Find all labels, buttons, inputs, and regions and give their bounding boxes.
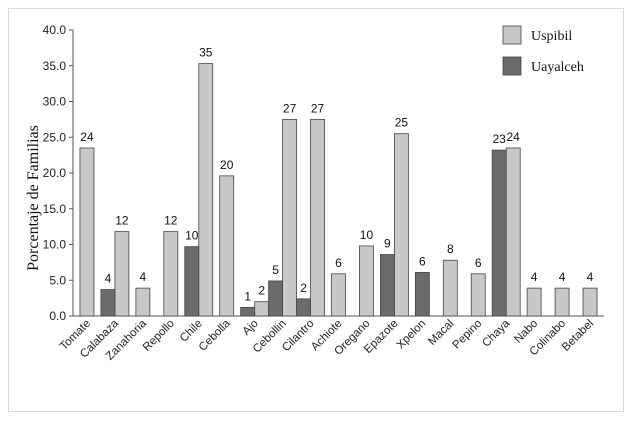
- y-tick-label: 0.0: [49, 309, 66, 323]
- data-label: 5: [272, 263, 279, 277]
- data-label: 25: [395, 116, 409, 130]
- bar-uspibil: [582, 287, 598, 317]
- data-label: 4: [531, 270, 538, 284]
- legend-label: Uspibil: [531, 29, 572, 44]
- bar-uspibil: [442, 259, 458, 317]
- bar-uspibil: [470, 273, 486, 317]
- x-tick-label: Ajo: [241, 318, 261, 338]
- data-label: 6: [335, 256, 342, 270]
- bar-uspibil: [282, 118, 298, 317]
- bar-uayalceh: [379, 254, 395, 317]
- legend-swatch: [502, 25, 522, 45]
- data-label: 27: [283, 101, 297, 115]
- data-label: 24: [507, 130, 521, 144]
- x-tick-label: Pepino: [451, 318, 485, 352]
- bar-uspibil: [505, 147, 521, 317]
- legend-label: Uayalceh: [531, 60, 584, 75]
- data-label: 8: [447, 242, 454, 256]
- bar-uayalceh: [296, 298, 311, 317]
- data-label: 6: [475, 256, 482, 270]
- bar-uspibil: [331, 273, 346, 317]
- data-label: 2: [258, 284, 265, 298]
- bar-uspibil: [198, 63, 214, 317]
- bar-uspibil: [135, 287, 151, 317]
- bar-uayalceh: [414, 271, 430, 317]
- data-label: 4: [559, 270, 566, 284]
- bar-uspibil: [526, 287, 542, 317]
- bar-uspibil: [163, 231, 179, 317]
- bars: [79, 63, 598, 317]
- data-label: 12: [164, 214, 178, 228]
- data-label: 12: [115, 214, 129, 228]
- x-tick-label: Cebolla: [197, 317, 233, 353]
- data-label: 1: [244, 289, 251, 303]
- x-tick-label: Xpelon: [395, 318, 429, 352]
- bar-uayalceh: [100, 289, 116, 317]
- data-label: 23: [493, 132, 507, 146]
- x-tick-label: Betabel: [560, 318, 596, 354]
- bar-uayalceh: [268, 280, 284, 317]
- legend: Uspibil Uayalceh: [502, 25, 584, 76]
- y-axis-label: Porcentaje de Familias: [25, 125, 42, 271]
- bar-uayalceh: [491, 149, 507, 317]
- bar-uspibil: [219, 175, 235, 317]
- bar-uspibil: [554, 287, 570, 317]
- y-axis: 0.0 5.0 10.0 15.0 20.0 25.0 30.0 35.0 40.0: [43, 23, 74, 323]
- y-tick-label: 25.0: [43, 130, 67, 144]
- data-label: 24: [80, 130, 94, 144]
- bar-uspibil: [359, 245, 374, 317]
- data-label: 4: [105, 272, 112, 286]
- y-tick-label: 15.0: [43, 202, 67, 216]
- y-tick-label: 5.0: [49, 273, 66, 287]
- y-tick-label: 30.0: [43, 95, 67, 109]
- data-label: 35: [199, 46, 213, 60]
- data-label: 20: [220, 158, 234, 172]
- data-label: 10: [360, 228, 374, 242]
- bar-uspibil: [79, 147, 95, 317]
- data-label: 4: [587, 270, 594, 284]
- y-tick-label: 40.0: [43, 23, 67, 37]
- bar-uayalceh: [240, 307, 256, 317]
- data-label: 6: [419, 254, 426, 268]
- bar-uayalceh: [184, 246, 200, 317]
- data-label: 4: [140, 270, 147, 284]
- data-label: 27: [311, 101, 325, 115]
- x-tick-label: Repollo: [141, 318, 177, 354]
- x-tick-label: Chaya: [480, 317, 512, 349]
- legend-swatch: [502, 56, 522, 76]
- data-label: 2: [300, 281, 307, 295]
- data-label: 9: [384, 237, 391, 251]
- bar-uspibil: [254, 301, 270, 317]
- bar-uspibil: [310, 118, 325, 317]
- bar-uspibil: [114, 231, 130, 317]
- data-label: 10: [185, 229, 199, 243]
- y-tick-label: 20.0: [43, 166, 67, 180]
- y-tick-label: 10.0: [43, 238, 67, 252]
- y-tick-label: 35.0: [43, 59, 67, 73]
- bar-uspibil: [393, 133, 409, 317]
